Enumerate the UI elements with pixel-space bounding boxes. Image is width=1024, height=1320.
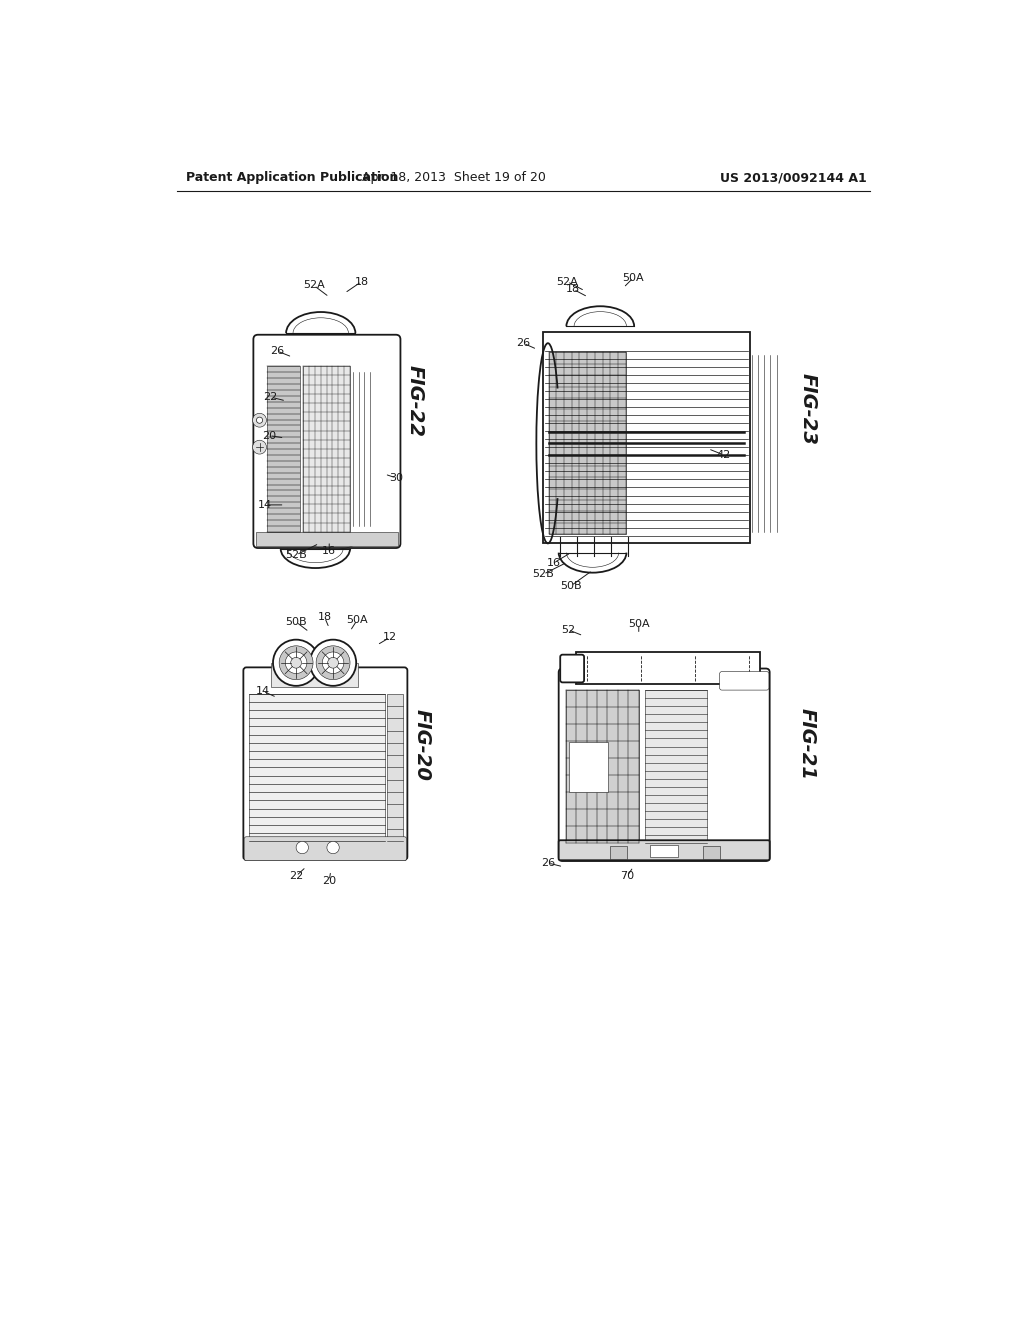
Circle shape xyxy=(323,652,344,673)
Text: 52A: 52A xyxy=(556,277,578,286)
Text: 52A: 52A xyxy=(303,280,325,290)
Bar xyxy=(575,652,761,684)
Text: 42: 42 xyxy=(717,450,730,459)
Bar xyxy=(645,690,707,843)
Text: FIG-22: FIG-22 xyxy=(406,364,425,437)
Text: 52: 52 xyxy=(561,624,575,635)
Text: FIG-23: FIG-23 xyxy=(799,372,817,445)
FancyBboxPatch shape xyxy=(253,335,400,548)
Bar xyxy=(610,846,628,859)
Circle shape xyxy=(253,413,266,428)
Text: 22: 22 xyxy=(289,871,303,880)
Circle shape xyxy=(280,645,313,680)
Bar xyxy=(543,331,751,544)
FancyBboxPatch shape xyxy=(560,655,584,682)
Bar xyxy=(549,352,626,535)
Bar xyxy=(565,690,639,843)
Text: 50A: 50A xyxy=(623,273,644,282)
Circle shape xyxy=(291,657,301,668)
Bar xyxy=(650,845,678,857)
Text: 18: 18 xyxy=(354,277,369,286)
Circle shape xyxy=(256,417,262,424)
Circle shape xyxy=(316,645,350,680)
Bar xyxy=(702,846,720,859)
Circle shape xyxy=(327,841,339,854)
Text: 18: 18 xyxy=(317,612,332,622)
Text: 16: 16 xyxy=(547,557,561,568)
Text: 14: 14 xyxy=(258,500,272,510)
Text: 26: 26 xyxy=(269,346,284,356)
Text: 52B: 52B xyxy=(532,569,554,579)
Circle shape xyxy=(273,640,319,686)
Bar xyxy=(303,367,350,532)
FancyBboxPatch shape xyxy=(244,668,408,859)
Text: Patent Application Publication: Patent Application Publication xyxy=(186,172,398,185)
Circle shape xyxy=(310,640,356,686)
FancyBboxPatch shape xyxy=(720,672,769,690)
Bar xyxy=(249,693,385,841)
Text: 50A: 50A xyxy=(346,615,368,626)
Text: 18: 18 xyxy=(566,284,581,294)
Text: US 2013/0092144 A1: US 2013/0092144 A1 xyxy=(720,172,866,185)
Text: 20: 20 xyxy=(323,875,336,886)
FancyBboxPatch shape xyxy=(559,668,770,861)
Text: 50A: 50A xyxy=(628,619,649,630)
FancyBboxPatch shape xyxy=(244,837,407,861)
Text: 20: 20 xyxy=(262,430,276,441)
Text: 50B: 50B xyxy=(286,616,307,627)
FancyBboxPatch shape xyxy=(559,841,770,861)
Text: FIG-21: FIG-21 xyxy=(797,708,816,780)
Bar xyxy=(387,693,402,841)
Bar xyxy=(267,367,300,532)
Text: 22: 22 xyxy=(263,392,278,403)
Text: Apr. 18, 2013  Sheet 19 of 20: Apr. 18, 2013 Sheet 19 of 20 xyxy=(362,172,546,185)
Text: FIG-20: FIG-20 xyxy=(412,709,431,781)
Text: 12: 12 xyxy=(383,632,397,643)
Text: 30: 30 xyxy=(389,473,403,483)
Text: 26: 26 xyxy=(516,338,530,348)
Circle shape xyxy=(286,652,307,673)
Text: 52B: 52B xyxy=(286,550,307,560)
Circle shape xyxy=(296,841,308,854)
Circle shape xyxy=(253,441,266,454)
Bar xyxy=(256,532,398,545)
Circle shape xyxy=(328,657,339,668)
Bar xyxy=(569,742,608,792)
Text: 70: 70 xyxy=(621,871,634,880)
Bar xyxy=(271,663,357,688)
Text: 16: 16 xyxy=(323,546,336,556)
Text: 26: 26 xyxy=(541,858,555,869)
Text: 50B: 50B xyxy=(560,581,582,591)
Text: 14: 14 xyxy=(256,686,270,696)
